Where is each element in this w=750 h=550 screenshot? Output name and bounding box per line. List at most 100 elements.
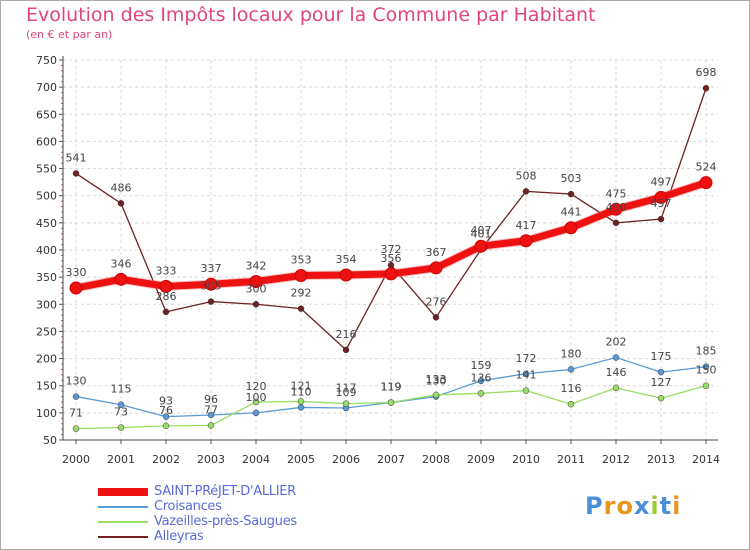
data-point (117, 200, 125, 207)
data-point (567, 366, 575, 373)
x-tick-label: 2004 (242, 453, 270, 466)
data-label: 175 (651, 350, 672, 363)
data-label: 292 (291, 287, 312, 300)
data-label: 159 (471, 359, 492, 372)
data-point (297, 398, 305, 405)
data-label: 300 (246, 282, 267, 295)
data-point (72, 170, 80, 177)
data-point (429, 261, 443, 275)
data-point (342, 346, 350, 354)
data-point (522, 370, 530, 378)
data-label: 407 (471, 224, 492, 237)
data-point (72, 393, 80, 400)
legend-label: Croisances (154, 499, 222, 514)
data-point (294, 269, 308, 283)
legend-item: SAINT-PRéJET-D'ALLIER (98, 484, 297, 499)
x-tick-label: 2002 (152, 453, 180, 466)
y-tick-label: 450 (36, 217, 57, 230)
data-label: 353 (291, 254, 312, 267)
legend: SAINT-PRéJET-D'ALLIER Croisances Vazeilles… (98, 484, 297, 544)
data-point (72, 425, 80, 432)
data-label: 337 (201, 262, 222, 275)
series-lines (69, 84, 713, 432)
data-point (297, 305, 305, 312)
data-point (207, 411, 215, 419)
y-tick-label: 550 (36, 163, 57, 176)
legend-swatch (98, 487, 148, 496)
grid (63, 59, 718, 441)
data-label: 110 (291, 385, 312, 398)
data-point (609, 202, 623, 216)
logo-letter: o (616, 492, 634, 520)
logo-letter: x (633, 492, 651, 520)
data-label: 136 (471, 371, 492, 384)
data-label: 356 (381, 252, 402, 265)
legend-swatch (98, 535, 148, 538)
data-label: 342 (246, 259, 267, 272)
data-label: 127 (651, 376, 672, 389)
data-point (477, 390, 485, 397)
data-point (564, 221, 578, 235)
y-tick-label: 700 (36, 81, 57, 94)
data-point (432, 314, 440, 321)
data-point (702, 84, 710, 92)
data-point (252, 409, 260, 417)
data-label: 541 (66, 151, 87, 164)
x-tick-label: 2012 (602, 453, 630, 466)
x-tick-label: 2008 (422, 453, 450, 466)
x-tick-label: 2000 (62, 453, 90, 466)
data-label: 457 (651, 197, 672, 210)
data-point (612, 354, 620, 361)
y-tick-label: 350 (36, 271, 57, 284)
data-label: 150 (696, 364, 717, 377)
y-tick-label: 200 (36, 353, 57, 366)
data-point (474, 239, 488, 253)
data-point (522, 188, 530, 195)
data-label: 333 (156, 264, 177, 277)
data-label: 77 (204, 403, 218, 416)
data-label: 130 (66, 375, 87, 388)
x-tick-label: 2006 (332, 453, 360, 466)
data-label: 346 (111, 257, 132, 270)
chart-subtitle: (en € et par an) (26, 28, 113, 41)
data-point (297, 404, 305, 411)
data-point (162, 422, 170, 430)
data-point (567, 400, 575, 408)
logo-letter: i (672, 492, 682, 520)
y-tick-label: 400 (36, 244, 57, 257)
x-tick-label: 2014 (692, 453, 720, 466)
data-label: 524 (696, 161, 717, 174)
data-point (162, 308, 170, 316)
x-tick-label: 2007 (377, 453, 405, 466)
legend-swatch (98, 505, 148, 508)
axes: 50 100 150 200 250 300 350 400 450 500 550 600 650 70… (36, 54, 720, 466)
data-point (207, 422, 215, 429)
data-label: 120 (246, 380, 267, 393)
data-label: 117 (336, 382, 357, 395)
legend-item: Croisances (98, 499, 297, 514)
data-label: 698 (696, 66, 717, 79)
data-label: 185 (696, 345, 717, 358)
data-label: 146 (606, 366, 627, 379)
data-point (342, 400, 350, 407)
data-point (114, 272, 128, 286)
x-tick-label: 2005 (287, 453, 315, 466)
data-label: 71 (69, 407, 83, 420)
logo-letter: r (603, 492, 617, 520)
data-point (204, 277, 218, 291)
data-label: 100 (246, 391, 267, 404)
proxiti-logo: Proxiti (585, 492, 681, 520)
legend-label: Alleyras (154, 529, 204, 544)
data-point (657, 215, 665, 223)
data-point (339, 268, 353, 282)
y-tick-label: 600 (36, 135, 57, 148)
x-tick-label: 2001 (107, 453, 135, 466)
data-point (252, 301, 260, 308)
data-point (249, 274, 263, 288)
y-tick-label: 150 (36, 380, 57, 393)
data-label: 401 (471, 227, 492, 240)
data-point (567, 190, 575, 198)
y-tick-label: 250 (36, 325, 57, 338)
data-point (384, 267, 398, 281)
